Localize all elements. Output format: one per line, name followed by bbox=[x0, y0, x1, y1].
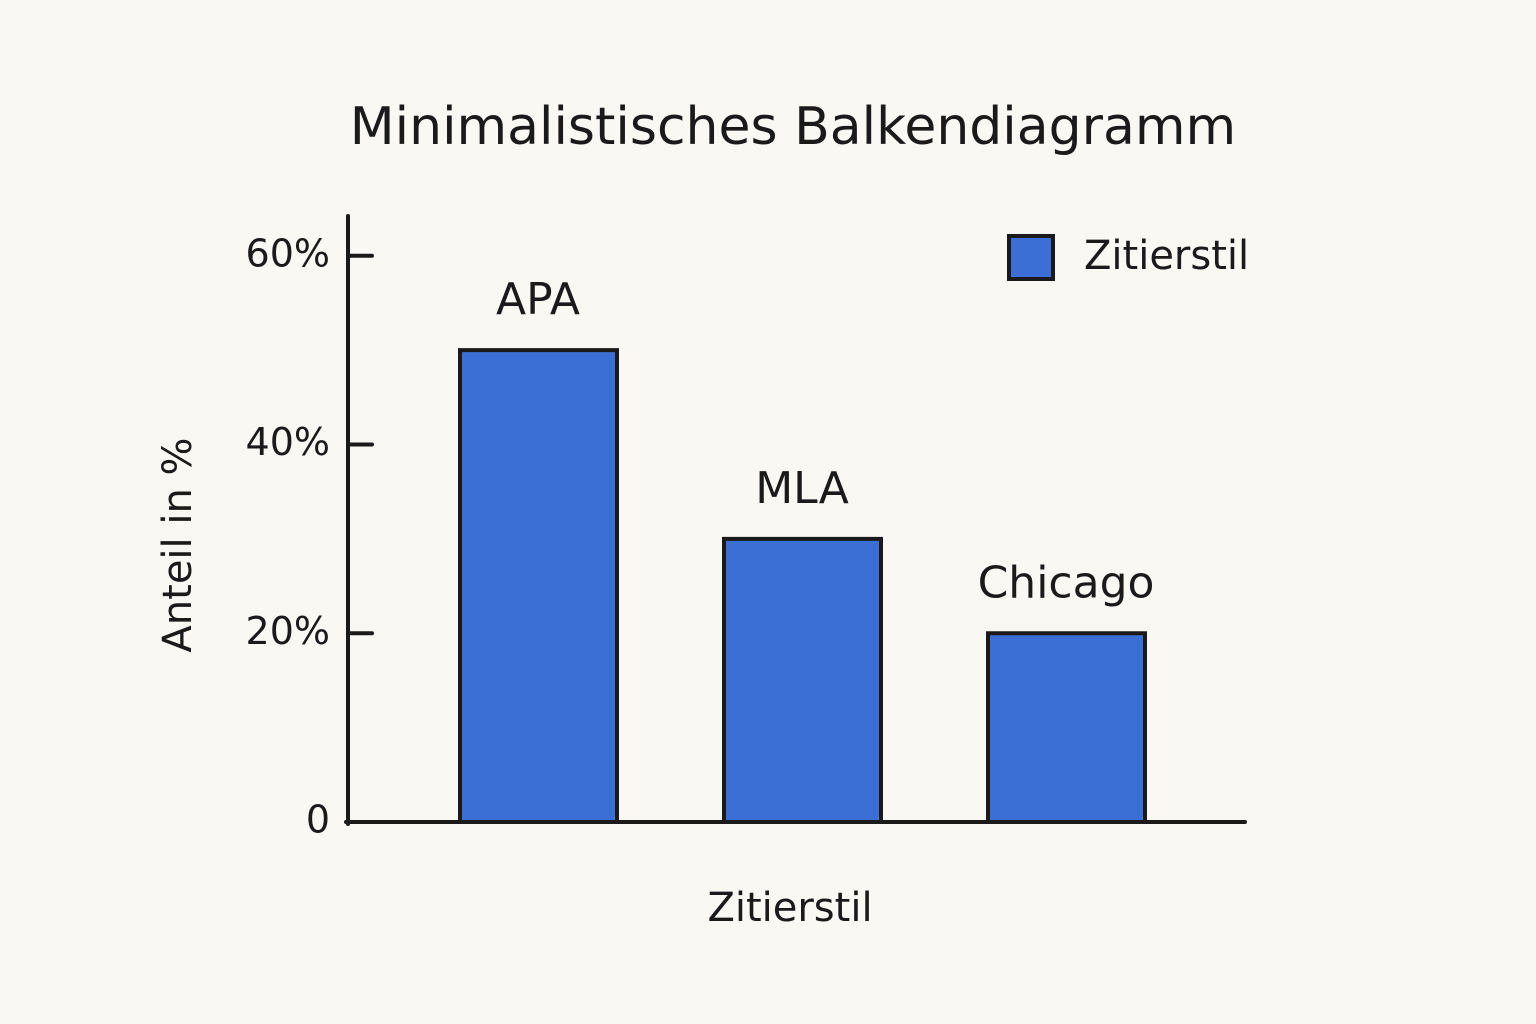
category-label: MLA bbox=[755, 463, 849, 514]
y-tick-label: 20% bbox=[246, 609, 330, 653]
category-label: Chicago bbox=[978, 557, 1155, 608]
y-tick-label: 40% bbox=[246, 420, 330, 464]
y-axis-label: Anteil in % bbox=[155, 437, 201, 652]
bar bbox=[722, 536, 883, 824]
legend-swatch bbox=[1007, 234, 1055, 281]
y-tick-label: 60% bbox=[246, 231, 330, 275]
x-axis-label: Zitierstil bbox=[707, 885, 872, 931]
legend-label: Zitierstil bbox=[1084, 233, 1249, 279]
y-tick-label: 0 bbox=[306, 798, 330, 842]
chart-title: Minimalistisches Balkendiagramm bbox=[350, 97, 1236, 157]
bar bbox=[986, 631, 1147, 824]
category-label: APA bbox=[496, 274, 580, 325]
bar bbox=[458, 348, 619, 824]
